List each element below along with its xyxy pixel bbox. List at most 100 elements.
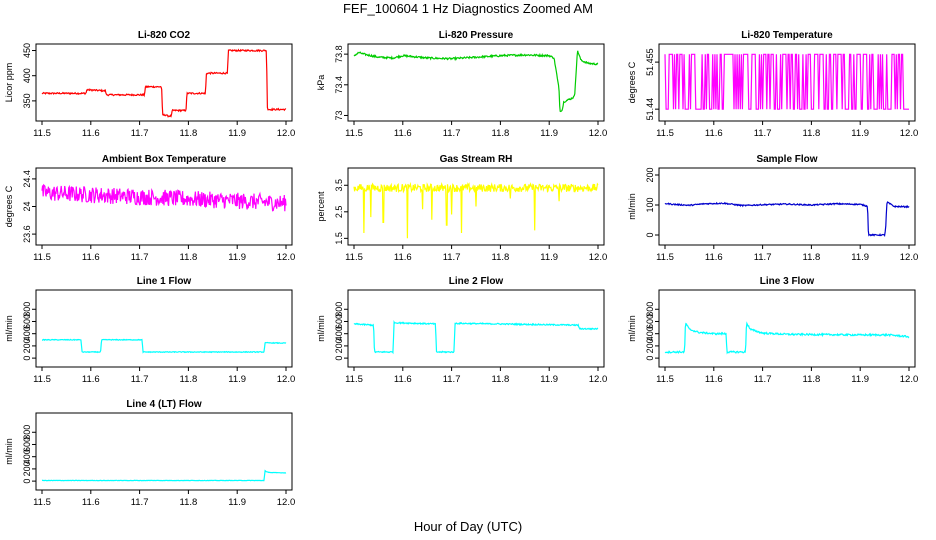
x-tick-label: 11.5	[33, 374, 51, 385]
x-tick-label: 11.6	[705, 374, 723, 385]
panel-title-li-820-pressure: Li-820 Pressure	[439, 30, 514, 41]
series-line-li-820-co2	[41, 48, 287, 118]
y-tick-label: 0	[22, 479, 32, 484]
x-tick-label: 11.7	[131, 374, 149, 385]
panel-line-1-flow: Line 1 Flow 11.5 11.6 11.7 11.8 11.9 12.0 0 2004…	[4, 276, 295, 385]
x-tick-label: 11.9	[540, 128, 558, 139]
x-tick-label: 12.0	[277, 374, 296, 385]
y-tick-label: 400	[645, 326, 655, 341]
y-tick-label: 400	[22, 449, 32, 464]
x-tick-label: 11.8	[492, 128, 510, 139]
x-tick-label: 11.6	[394, 128, 412, 139]
x-tick-label: 11.8	[492, 374, 510, 385]
x-tick-label: 12.0	[277, 497, 296, 508]
x-tick-label: 12.0	[589, 128, 608, 139]
panel-frame-li-820-co2	[35, 43, 293, 122]
panel-frame-sample-flow	[658, 167, 916, 246]
y-tick-label: 800	[22, 425, 32, 440]
y-tick-label: 24	[22, 201, 32, 211]
series-line-ambient-box-temperature	[41, 183, 287, 212]
y-tick-label: 73.4	[334, 76, 344, 94]
x-tick-label: 11.6	[82, 374, 100, 385]
panel-line-2-flow: Line 2 Flow 11.5 11.6 11.7 11.8 11.9 12.0 0 2004…	[316, 276, 607, 385]
y-tick-label: 0	[645, 232, 655, 237]
y-tick-label: 400	[22, 68, 32, 83]
series-line-line-4-lt-flow	[41, 469, 287, 482]
y-tick-label: 100	[645, 197, 655, 212]
y-axis-label-li-820-temperature: degrees C	[627, 61, 637, 103]
panel-li-820-pressure: Li-820 Pressure 11.5 11.6 11.7 11.8 11.9 12.0 7…	[316, 30, 607, 139]
panel-frame-line-4-lt-flow	[35, 412, 293, 491]
y-tick-label: 200	[645, 167, 655, 182]
x-tick-label: 11.6	[394, 252, 412, 263]
y-tick-label: 0	[645, 356, 655, 361]
x-tick-label: 12.0	[589, 374, 608, 385]
panel-title-line-1-flow: Line 1 Flow	[137, 276, 192, 287]
y-tick-label: 200	[645, 338, 655, 353]
x-tick-label: 11.8	[803, 374, 821, 385]
y-tick-label: 3.5	[334, 179, 344, 192]
x-tick-label: 11.5	[345, 252, 363, 263]
panel-li-820-co2: Li-820 CO2 11.5 11.6 11.7 11.8 11.9 12.0 350 400…	[4, 30, 295, 139]
x-tick-label: 11.7	[754, 252, 772, 263]
x-tick-label: 12.0	[589, 252, 608, 263]
series-line-line-3-flow	[664, 321, 910, 355]
y-tick-label: 600	[645, 314, 655, 329]
panel-title-line-4-lt-flow: Line 4 (LT) Flow	[126, 399, 202, 410]
y-tick-label: 800	[22, 302, 32, 317]
y-tick-label: 450	[22, 43, 32, 58]
x-tick-label: 11.5	[345, 374, 363, 385]
panel-sample-flow: Sample Flow 11.5 11.6 11.7 11.8 11.9 12.0 0 100 2…	[627, 154, 918, 263]
x-tick-label: 11.9	[228, 128, 246, 139]
panel-li-820-temperature: Li-820 Temperature 11.5 11.6 11.7 11.8 11.9 12…	[627, 30, 918, 139]
panel-title-li-820-co2: Li-820 CO2	[138, 30, 191, 41]
y-tick-label: 51.455	[645, 48, 655, 76]
x-tick-label: 11.5	[656, 128, 674, 139]
figure-x-axis-label: Hour of Day (UTC)	[413, 519, 523, 534]
panel-frame-li-820-pressure	[347, 43, 605, 122]
x-tick-label: 11.7	[131, 252, 149, 263]
y-tick-label: 24.4	[22, 170, 32, 188]
panel-line-4-lt-flow: Line 4 (LT) Flow 11.5 11.6 11.7 11.8 11.9 12.0…	[4, 399, 295, 508]
y-tick-label: 0	[334, 356, 344, 361]
x-tick-label: 11.6	[82, 252, 100, 263]
panel-title-line-3-flow: Line 3 Flow	[760, 276, 815, 287]
x-tick-label: 11.9	[540, 374, 558, 385]
x-tick-label: 11.9	[851, 252, 869, 263]
y-tick-label: 350	[22, 93, 32, 108]
x-tick-label: 11.6	[705, 128, 723, 139]
series-line-li-820-temperature	[664, 53, 909, 110]
x-tick-label: 11.7	[443, 374, 461, 385]
x-tick-label: 11.5	[656, 252, 674, 263]
x-tick-label: 11.7	[754, 128, 772, 139]
x-tick-label: 11.9	[228, 374, 246, 385]
y-tick-label: 400	[22, 326, 32, 341]
panel-title-ambient-box-temperature: Ambient Box Temperature	[102, 154, 227, 165]
x-tick-label: 11.6	[82, 497, 100, 508]
x-tick-label: 12.0	[277, 252, 296, 263]
panel-frame-li-820-temperature	[658, 43, 916, 122]
x-tick-label: 11.5	[345, 128, 363, 139]
series-line-gas-stream-rh	[353, 181, 599, 239]
y-tick-label: 200	[334, 338, 344, 353]
x-tick-label: 11.8	[492, 252, 510, 263]
x-tick-label: 11.7	[131, 128, 149, 139]
panel-frame-gas-stream-rh	[347, 167, 605, 246]
x-tick-label: 11.8	[180, 497, 198, 508]
panel-title-li-820-temperature: Li-820 Temperature	[741, 30, 833, 41]
y-tick-label: 73	[334, 110, 344, 120]
y-tick-label: 800	[334, 302, 344, 317]
y-tick-label: 73.8	[334, 45, 344, 63]
x-tick-label: 12.0	[900, 374, 919, 385]
panel-title-line-2-flow: Line 2 Flow	[449, 276, 504, 287]
figure-title: FEF_100604 1 Hz Diagnostics Zoomed AM	[342, 1, 593, 16]
series-line-li-820-pressure	[353, 50, 599, 113]
y-axis-label-gas-stream-rh: percent	[316, 191, 326, 222]
x-tick-label: 11.9	[228, 252, 246, 263]
series-line-line-2-flow	[353, 320, 599, 355]
x-tick-label: 11.7	[443, 252, 461, 263]
y-tick-label: 23.6	[22, 225, 32, 243]
x-tick-label: 11.8	[180, 374, 198, 385]
